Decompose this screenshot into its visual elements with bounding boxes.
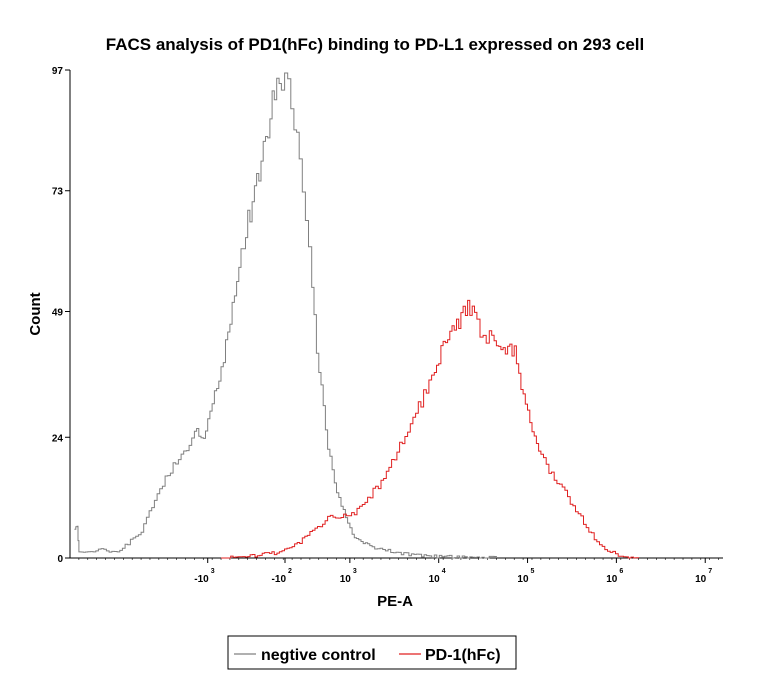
legend-box — [227, 635, 517, 670]
x-tick-label: 10 — [695, 574, 707, 585]
series-line-negative-control — [74, 72, 497, 559]
x-tick-label: 10 — [606, 574, 618, 585]
x-tick-exponent: 5 — [531, 568, 535, 575]
y-axis-ticks: 0 24 49 73 97 — [52, 66, 70, 565]
x-tick-label: 10 — [517, 574, 529, 585]
x-tick-exponent: 3 — [211, 568, 215, 575]
x-tick-exponent: 6 — [619, 568, 623, 575]
chart-title: FACS analysis of PD1(hFc) binding to PD-… — [106, 35, 644, 54]
y-tick-label: 49 — [52, 307, 64, 318]
legend-label-negative-control: negtive control — [261, 647, 376, 664]
x-tick-exponent: 2 — [288, 568, 292, 575]
x-tick-exponent: 7 — [708, 568, 712, 575]
y-tick-label: 73 — [52, 187, 64, 198]
legend-label-pd1-hfc: PD-1(hFc) — [425, 647, 501, 664]
x-tick-label: 10 — [429, 574, 441, 585]
legend: negtive control PD-1(hFc) — [227, 635, 517, 670]
x-axis-label: PE-A — [377, 593, 413, 610]
x-tick-label: -10 — [272, 574, 287, 585]
y-tick-label: 24 — [52, 433, 64, 444]
y-axis-label: Count — [27, 292, 44, 335]
y-tick-label: 0 — [57, 554, 63, 565]
series-line-pd1-hfc — [221, 299, 640, 559]
x-tick-label: 10 — [340, 574, 352, 585]
series-group — [74, 72, 640, 559]
x-tick-exponent: 3 — [353, 568, 357, 575]
x-tick-label: -10 — [194, 574, 209, 585]
x-tick-exponent: 4 — [442, 568, 446, 575]
y-tick-label: 97 — [52, 66, 64, 77]
